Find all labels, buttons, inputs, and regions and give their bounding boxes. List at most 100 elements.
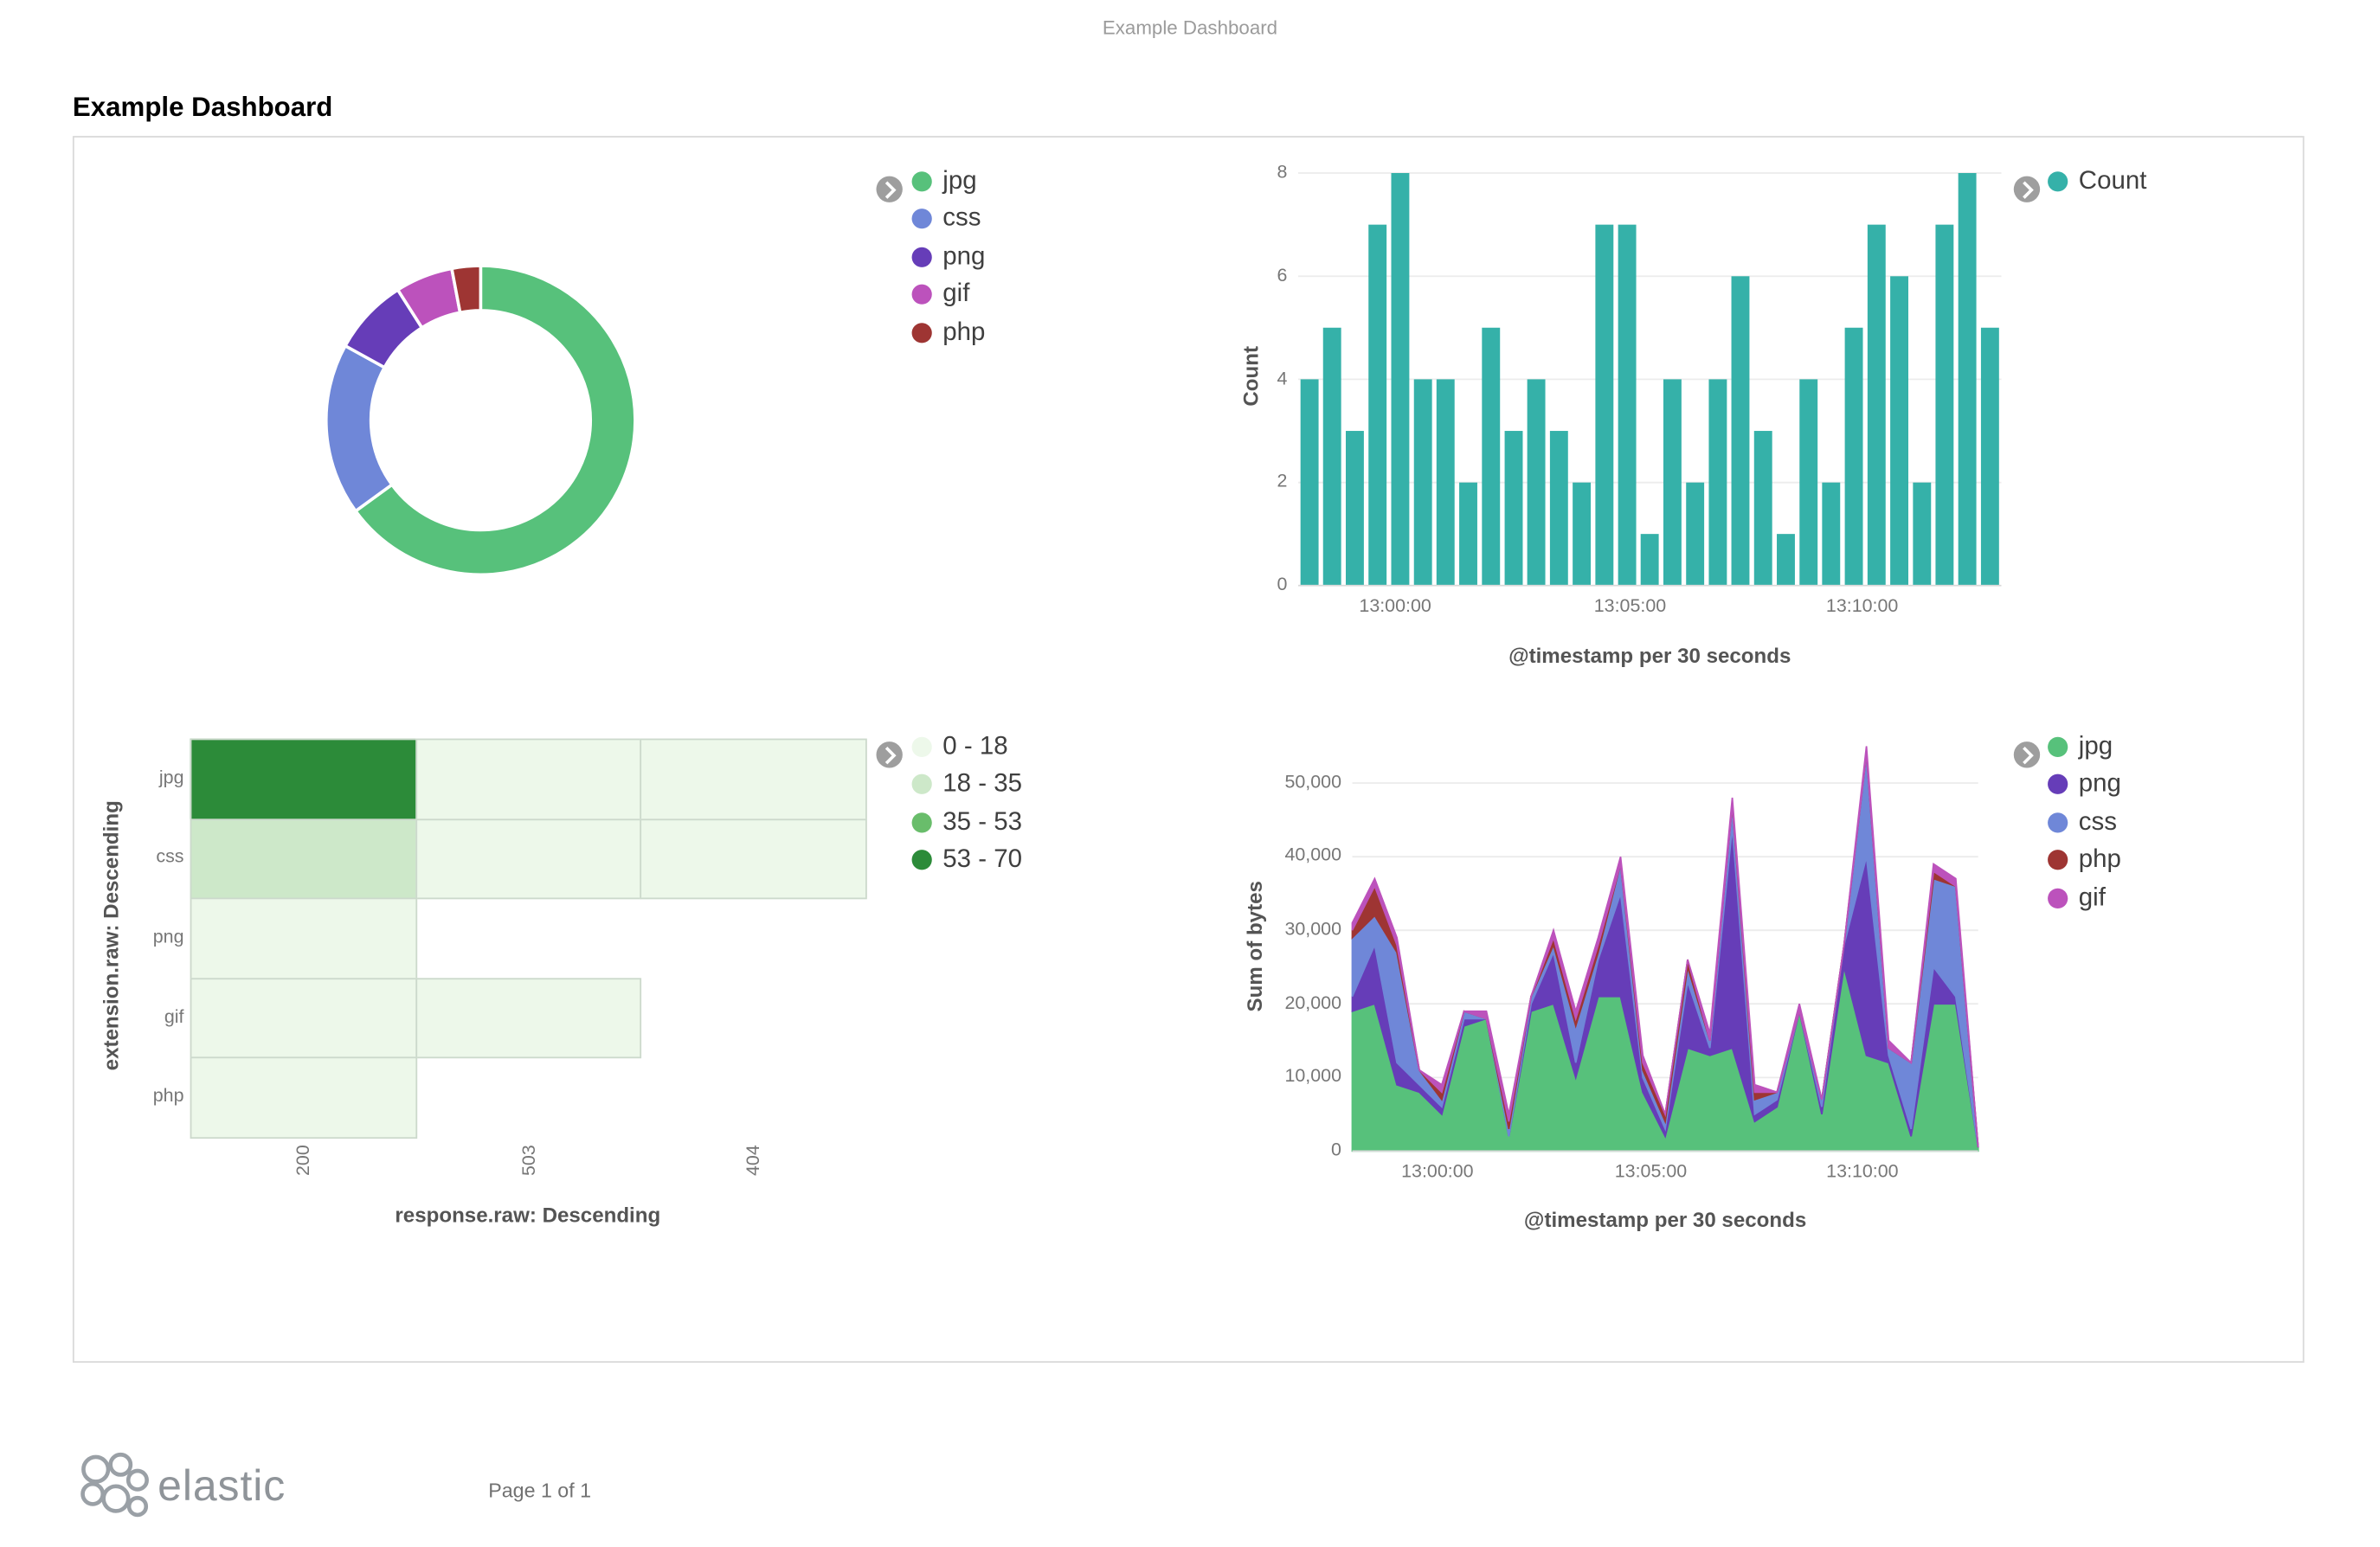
bar-5[interactable]: [1413, 379, 1432, 586]
heatmap-cell-css-503[interactable]: [415, 818, 642, 900]
heatmap-cell-png-200[interactable]: [190, 897, 417, 979]
bar-28[interactable]: [1935, 224, 1954, 586]
legend-label: Count: [2078, 166, 2147, 195]
donut-legend-toggle-button[interactable]: [876, 176, 903, 202]
legend-label: jpg: [942, 166, 977, 195]
y-tick-label: 8: [1277, 160, 1288, 183]
bar-25[interactable]: [1867, 224, 1886, 586]
legend-item-bucket-1[interactable]: 18 - 35: [911, 768, 1023, 800]
legend-item-png[interactable]: png: [911, 241, 985, 273]
bar-6[interactable]: [1436, 379, 1455, 586]
legend-swatch-png: [2048, 774, 2068, 795]
area-chart: Sum of bytes 0 10,000 20,000 30,000 40,000 50…: [1229, 728, 2002, 1237]
legend-item-bucket-2[interactable]: 35 - 53: [911, 806, 1023, 838]
bar-30[interactable]: [1980, 327, 1999, 586]
bar-19[interactable]: [1731, 276, 1750, 586]
bar-13[interactable]: [1595, 224, 1614, 586]
legend-swatch-bucket-3: [911, 850, 932, 870]
heatmap-col-label: 503: [517, 1145, 539, 1176]
legend-item-count[interactable]: Count: [2048, 165, 2146, 197]
bar-9[interactable]: [1504, 431, 1523, 586]
heatmap-cell-jpg-503[interactable]: [415, 738, 642, 820]
bar-20[interactable]: [1753, 431, 1772, 586]
x-tick-label: 13:05:00: [1593, 594, 1667, 617]
legend-item-jpg[interactable]: jpg: [2048, 731, 2121, 763]
legend-swatch-css: [911, 209, 932, 229]
bar-x-axis-title: @timestamp per 30 seconds: [1508, 644, 1791, 668]
bar-29[interactable]: [1958, 172, 1977, 586]
heatmap-grid: [190, 738, 867, 1139]
legend-swatch-jpg: [2048, 736, 2068, 757]
bar-4[interactable]: [1391, 172, 1410, 586]
area-y-ticks: 0 10,000 20,000 30,000 40,000 50,000: [1229, 728, 1341, 1237]
heatmap-y-axis-title: extension.raw: Descending: [100, 800, 123, 1071]
heatmap-cell-jpg-200[interactable]: [190, 738, 417, 820]
legend-swatch-css: [2048, 812, 2068, 833]
legend-swatch-count: [2048, 170, 2068, 191]
area-legend-toggle-button[interactable]: [2013, 741, 2041, 768]
bar-10[interactable]: [1527, 379, 1546, 586]
bar-7[interactable]: [1459, 482, 1477, 586]
legend-label: 0 - 18: [942, 731, 1008, 761]
bar-26[interactable]: [1890, 276, 1908, 586]
legend-swatch-bucket-2: [911, 812, 932, 833]
bar-14[interactable]: [1618, 224, 1637, 586]
heatmap-cell-jpg-404[interactable]: [640, 738, 867, 820]
bar-17[interactable]: [1686, 482, 1705, 586]
donut-slice-jpg[interactable]: [353, 264, 637, 577]
bar-23[interactable]: [1822, 482, 1841, 586]
bar-plot: [1297, 172, 2002, 587]
legend-item-gif[interactable]: gif: [2048, 883, 2121, 915]
heatmap-row-label: css: [156, 845, 184, 868]
heatmap-legend-toggle-button[interactable]: [876, 741, 903, 768]
donut-slice-php[interactable]: [449, 264, 483, 315]
legend-label: 35 - 53: [942, 807, 1023, 836]
bar-1[interactable]: [1322, 327, 1341, 586]
legend-item-png[interactable]: png: [2048, 768, 2121, 800]
donut-chart: [325, 264, 637, 577]
bar-27[interactable]: [1913, 482, 1932, 586]
chevron-right-icon: [884, 746, 896, 764]
legend-item-gif[interactable]: gif: [911, 279, 986, 311]
legend-item-css[interactable]: css: [2048, 806, 2121, 838]
area-series-gif[interactable]: [1351, 746, 1979, 1148]
y-tick-label: 4: [1277, 367, 1288, 389]
y-tick-label: 50,000: [1284, 770, 1341, 793]
legend-item-css[interactable]: css: [911, 203, 986, 235]
page-title: Example Dashboard: [72, 91, 333, 123]
donut-slice-css[interactable]: [325, 343, 395, 514]
heatmap-cell-css-404[interactable]: [640, 818, 867, 900]
bar-2[interactable]: [1345, 431, 1364, 586]
legend-item-php[interactable]: php: [911, 317, 985, 349]
legend-item-bucket-0[interactable]: 0 - 18: [911, 731, 1022, 763]
bar-24[interactable]: [1844, 327, 1863, 586]
bar-legend-toggle-button[interactable]: [2013, 176, 2041, 202]
heatmap-cell-php-200[interactable]: [190, 1057, 417, 1139]
legend-label: 18 - 35: [942, 769, 1023, 798]
bar-22[interactable]: [1799, 379, 1818, 586]
legend-item-php[interactable]: php: [2048, 844, 2121, 876]
heatmap-x-axis-title: response.raw: Descending: [395, 1204, 661, 1227]
bar-12[interactable]: [1573, 482, 1592, 586]
bar-18[interactable]: [1708, 379, 1727, 586]
bar-3[interactable]: [1368, 224, 1387, 586]
legend-item-jpg[interactable]: jpg: [911, 165, 986, 197]
heatmap-cell-gif-503[interactable]: [415, 977, 642, 1059]
legend-item-bucket-3[interactable]: 53 - 70: [911, 844, 1022, 876]
bar-15[interactable]: [1640, 534, 1659, 586]
heatmap-cell-gif-200[interactable]: [190, 977, 417, 1059]
bar-legend: Count: [2048, 165, 2146, 197]
legend-swatch-bucket-1: [911, 774, 932, 795]
bar-8[interactable]: [1482, 327, 1501, 586]
y-tick-label: 30,000: [1284, 917, 1341, 940]
heatmap-row-label: jpg: [158, 766, 184, 788]
bar-21[interactable]: [1777, 534, 1795, 586]
bar-16[interactable]: [1663, 379, 1682, 586]
y-tick-label: 6: [1277, 263, 1288, 286]
heatmap-cell-css-200[interactable]: [190, 818, 417, 900]
heatmap-chart: extension.raw: Descending response.raw: …: [85, 718, 927, 1251]
bar-11[interactable]: [1549, 431, 1568, 586]
bar-0[interactable]: [1300, 379, 1319, 586]
